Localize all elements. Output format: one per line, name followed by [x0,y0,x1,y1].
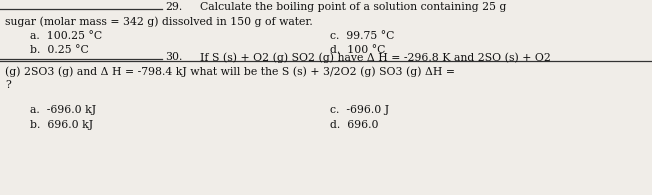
Text: b.  0.25 °C: b. 0.25 °C [30,45,89,55]
Text: Calculate the boiling point of a solution containing 25 g: Calculate the boiling point of a solutio… [200,2,507,12]
Text: If S (s) + O2 (g) SO2 (g) have Δ H = -296.8 K and 2SO (s) + O2: If S (s) + O2 (g) SO2 (g) have Δ H = -29… [200,52,551,63]
Text: 30.: 30. [165,52,183,62]
Text: d.  100 °C: d. 100 °C [330,45,385,55]
Text: 29.: 29. [165,2,183,12]
Text: a.  100.25 °C: a. 100.25 °C [30,31,102,41]
Text: c.  99.75 °C: c. 99.75 °C [330,31,394,41]
Text: a.  -696.0 kJ: a. -696.0 kJ [30,105,96,115]
Text: b.  696.0 kJ: b. 696.0 kJ [30,120,93,130]
Text: ?: ? [5,80,10,90]
Text: (g) 2SO3 (g) and Δ H = -798.4 kJ what will be the S (s) + 3/2O2 (g) SO3 (g) ΔH =: (g) 2SO3 (g) and Δ H = -798.4 kJ what wi… [5,66,455,77]
Text: c.  -696.0 J: c. -696.0 J [330,105,389,115]
Text: sugar (molar mass = 342 g) dissolved in 150 g of water.: sugar (molar mass = 342 g) dissolved in … [5,16,313,27]
Text: d.  696.0: d. 696.0 [330,120,379,130]
